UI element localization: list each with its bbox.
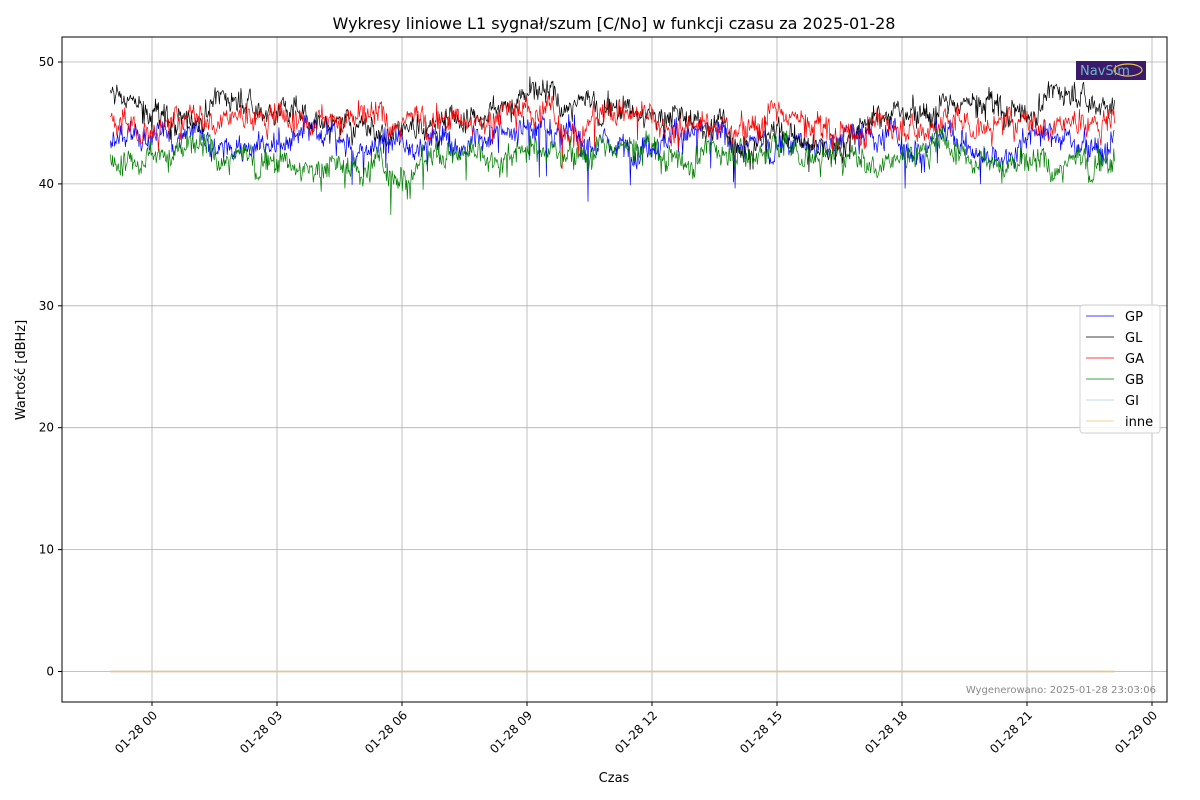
series-lines xyxy=(109,76,1115,673)
series-line-ga xyxy=(110,94,1115,169)
y-tick-label: 20 xyxy=(39,421,54,435)
y-tick-label: 50 xyxy=(39,55,54,69)
x-tick-label: 01-28 03 xyxy=(237,708,285,756)
series-line-gp xyxy=(109,114,1115,202)
svg-text:NavSim: NavSim xyxy=(1080,64,1130,79)
legend-label: GI xyxy=(1125,394,1139,409)
x-tick-label: 01-28 21 xyxy=(987,708,1035,756)
x-tick-label: 01-28 06 xyxy=(362,708,410,756)
generated-annotation: Wygenerowano: 2025-01-28 23:03:06 xyxy=(966,685,1156,696)
grid xyxy=(62,37,1167,702)
legend: GP GL GA GB GI inne xyxy=(1079,304,1161,434)
legend-label: GA xyxy=(1125,352,1144,367)
x-tick-label: 01-28 00 xyxy=(112,708,160,756)
y-tick-label: 40 xyxy=(39,177,54,191)
x-axis: 01-28 00 01-28 03 01-28 06 01-28 09 01-28 12… xyxy=(112,702,1160,756)
x-axis-label: Czas xyxy=(599,771,630,786)
x-tick-label: 01-28 09 xyxy=(487,708,535,756)
navsim-logo: NavSim xyxy=(1076,61,1146,80)
y-tick-label: 30 xyxy=(39,299,54,313)
y-axis: 0 10 20 30 40 50 xyxy=(39,55,62,679)
x-tick-label: 01-28 12 xyxy=(612,708,660,756)
y-tick-label: 10 xyxy=(39,543,54,557)
x-tick-label: 01-28 15 xyxy=(737,708,785,756)
y-tick-label: 0 xyxy=(46,665,54,679)
x-tick-label: 01-29 00 xyxy=(1112,708,1160,756)
legend-label: inne xyxy=(1125,415,1153,430)
series-line-gb xyxy=(109,126,1115,216)
legend-label: GL xyxy=(1125,331,1143,346)
legend-label: GB xyxy=(1125,373,1144,388)
plot-frame xyxy=(61,36,1168,703)
legend-label: GP xyxy=(1125,310,1143,325)
x-tick-label: 01-28 18 xyxy=(862,708,910,756)
chart-title: Wykresy liniowe L1 sygnał/szum [C/No] w … xyxy=(333,14,896,33)
y-axis-label: Wartość [dBHz] xyxy=(14,320,29,420)
